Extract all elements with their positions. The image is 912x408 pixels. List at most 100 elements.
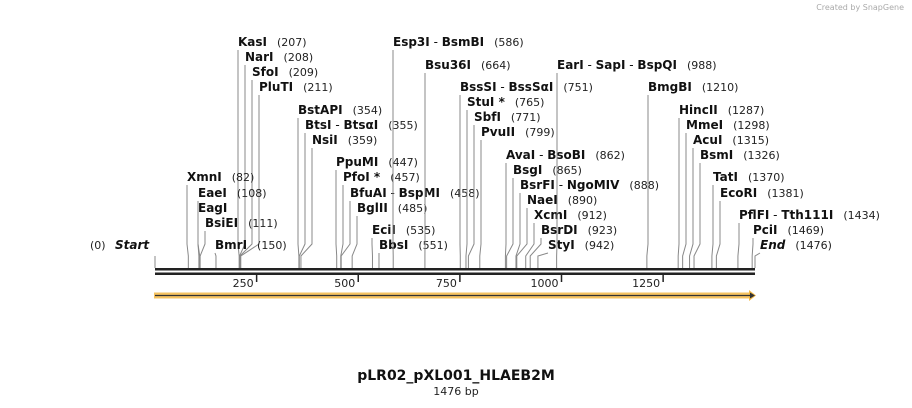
enzyme-name: PfoI * <box>343 170 381 184</box>
site-tati[interactable]: TatI (1370) <box>711 170 785 268</box>
site-label[interactable]: BfuAI - BspMI (458) <box>350 186 480 200</box>
site-label[interactable]: NsiI (359) <box>312 133 377 147</box>
site-label[interactable]: (0) Start <box>90 238 150 252</box>
site-label[interactable]: BsgI (865) <box>513 163 582 177</box>
site-sbfi[interactable]: SbfI (771) <box>467 110 541 268</box>
site-pflfi[interactable]: PflFI - Tth111I (1434) <box>737 208 880 268</box>
enzyme-name: Bsu36I <box>425 58 471 72</box>
site-label[interactable]: NaeI (890) <box>527 193 597 207</box>
site-acui[interactable]: AcuI (1315) <box>689 133 769 268</box>
site-label[interactable]: PciI (1469) <box>753 223 824 237</box>
site-label[interactable]: StuI * (765) <box>467 95 544 109</box>
site-label[interactable]: EagI <box>198 201 227 215</box>
site-position: (0) <box>90 239 106 252</box>
site-pvuii[interactable]: PvuII (799) <box>479 125 555 268</box>
site-label[interactable]: End (1476) <box>760 238 832 252</box>
site-hincii[interactable]: HincII (1287) <box>677 103 764 268</box>
enzyme-name: BtsαI <box>343 118 378 132</box>
site-bmri[interactable]: BmrI (150) <box>214 238 287 268</box>
site-pfoi[interactable]: PfoI * (457) <box>340 170 420 268</box>
site-esp3i[interactable]: Esp3I - BsmBI (586) <box>392 35 524 268</box>
site-position: (771) <box>511 111 541 124</box>
site-label[interactable]: XmnI (82) <box>187 170 254 184</box>
site-line <box>693 163 701 268</box>
site-label[interactable]: StyI (942) <box>548 238 614 252</box>
site-label[interactable]: BsrFI - NgoMIV (888) <box>520 178 659 192</box>
site-label[interactable]: PpuMI (447) <box>336 155 418 169</box>
site-label[interactable]: EaeI (108) <box>198 186 267 200</box>
site-label[interactable]: HincII (1287) <box>679 103 764 117</box>
site-ppumi[interactable]: PpuMI (447) <box>335 155 418 268</box>
site-label[interactable]: PvuII (799) <box>481 125 555 139</box>
sequence-top-strand <box>155 268 755 271</box>
site-naei[interactable]: NaeI (890) <box>516 193 598 268</box>
site-label[interactable]: BmrI (150) <box>215 238 287 252</box>
site-bmgbi[interactable]: BmgBI (1210) <box>646 80 739 268</box>
site-label[interactable]: BtsI - BtsαI (355) <box>305 118 418 132</box>
enzyme-name: BsgI <box>513 163 542 177</box>
site-label[interactable]: AvaI - BsoBI (862) <box>506 148 625 162</box>
site-line <box>186 185 189 268</box>
site-bsssi[interactable]: BssSI - BssSαI (751) <box>459 80 593 268</box>
site-nsii[interactable]: NsiI (359) <box>300 133 377 268</box>
site-ecori[interactable]: EcoRI (1381) <box>715 186 804 268</box>
site-bsrdi[interactable]: BsrDI (923) <box>529 223 617 268</box>
site-eagi[interactable]: EagI <box>197 201 227 268</box>
site-label[interactable]: TatI (1370) <box>713 170 785 184</box>
ruler-tick-label: 500 <box>334 277 355 290</box>
site-label[interactable]: BmgBI (1210) <box>648 80 738 94</box>
feature-arrow[interactable] <box>154 290 756 301</box>
site-label[interactable]: PfoI * (457) <box>343 170 420 184</box>
site-end[interactable]: End (1476) <box>754 238 832 268</box>
site-pcii[interactable]: PciI (1469) <box>751 223 824 268</box>
site-eari[interactable]: EarI - SapI - BspQI (988) <box>556 58 717 268</box>
separator: - <box>535 148 547 162</box>
site-sfoi[interactable]: SfoI (209) <box>239 65 318 268</box>
site-bsmi[interactable]: BsmI (1326) <box>693 148 780 268</box>
site-bfuai[interactable]: BfuAI - BspMI (458) <box>340 186 480 268</box>
site-label[interactable]: BbsI (551) <box>379 238 448 252</box>
site-label[interactable]: BstAPI (354) <box>298 103 382 117</box>
site-bsrfi[interactable]: BsrFI - NgoMIV (888) <box>515 178 659 268</box>
site-pluti[interactable]: PluTI (211) <box>240 80 333 268</box>
site-label[interactable]: PluTI (211) <box>259 80 333 94</box>
site-label[interactable]: BsiEI (111) <box>205 216 278 230</box>
site-start[interactable]: (0) Start <box>90 238 156 268</box>
site-label[interactable]: Bsu36I (664) <box>425 58 511 72</box>
site-xcmi[interactable]: XcmI (912) <box>525 208 607 268</box>
site-bsu36i[interactable]: Bsu36I (664) <box>424 58 511 268</box>
site-position: (208) <box>284 51 314 64</box>
site-ecii[interactable]: EciI (535) <box>371 223 435 268</box>
site-mmei[interactable]: MmeI (1298) <box>682 118 770 268</box>
site-styi[interactable]: StyI (942) <box>537 238 614 268</box>
site-label[interactable]: KasI (207) <box>238 35 307 49</box>
site-label[interactable]: SbfI (771) <box>474 110 541 124</box>
site-label[interactable]: BsmI (1326) <box>700 148 780 162</box>
site-label[interactable]: NarI (208) <box>245 50 313 64</box>
separator: - <box>555 178 567 192</box>
site-label[interactable]: Esp3I - BsmBI (586) <box>393 35 524 49</box>
site-label[interactable]: MmeI (1298) <box>686 118 770 132</box>
site-position: (1370) <box>748 171 785 184</box>
site-line <box>504 163 507 268</box>
site-bsgi[interactable]: BsgI (865) <box>506 163 582 268</box>
site-position: (664) <box>481 59 511 72</box>
site-label[interactable]: EciI (535) <box>372 223 435 237</box>
site-btsi[interactable]: BtsI - BtsαI (355) <box>298 118 418 268</box>
site-xmni[interactable]: XmnI (82) <box>186 170 254 268</box>
site-label[interactable]: SfoI (209) <box>252 65 318 79</box>
site-label[interactable]: XcmI (912) <box>534 208 607 222</box>
site-label[interactable]: AcuI (1315) <box>693 133 769 147</box>
site-label[interactable]: EarI - SapI - BspQI (988) <box>557 58 717 72</box>
site-stui[interactable]: StuI * (765) <box>465 95 544 268</box>
site-position: (82) <box>232 171 255 184</box>
site-label[interactable]: PflFI - Tth111I (1434) <box>739 208 880 222</box>
site-label[interactable]: EcoRI (1381) <box>720 186 804 200</box>
site-bbsi[interactable]: BbsI (551) <box>378 238 448 268</box>
site-label[interactable]: BsrDI (923) <box>541 223 617 237</box>
site-label[interactable]: BglII (485) <box>357 201 427 215</box>
site-bsiei[interactable]: BsiEI (111) <box>199 216 278 268</box>
site-label[interactable]: BssSI - BssSαI (751) <box>460 80 593 94</box>
site-bglii[interactable]: BglII (485) <box>351 201 427 268</box>
